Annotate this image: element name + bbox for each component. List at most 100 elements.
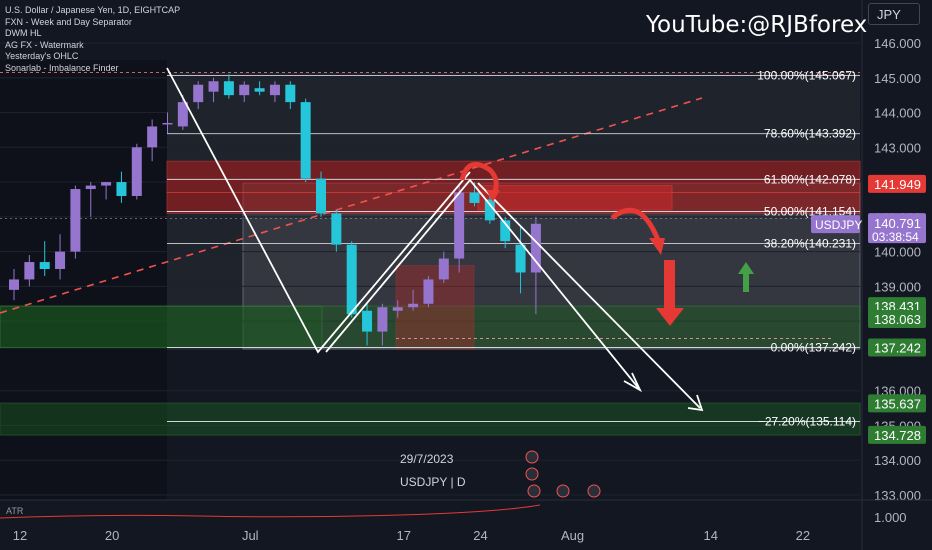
candle-body	[331, 213, 342, 245]
candle-body	[39, 262, 50, 269]
price-axis-background	[862, 0, 932, 550]
candle-body	[500, 220, 511, 242]
demand-zone-left	[0, 305, 323, 349]
candle	[392, 300, 403, 318]
candle-body	[223, 81, 234, 96]
down-arrow-icon	[664, 260, 675, 310]
candle-body	[193, 84, 204, 103]
fib-level-label: −27.20%(135.114)	[758, 414, 856, 428]
watermark-text: YouTube:@RJBforex	[646, 12, 868, 38]
candle-body	[515, 244, 526, 273]
candle	[331, 209, 342, 252]
currency-selector[interactable]: JPY	[868, 3, 920, 25]
down-arrow-head-icon	[656, 308, 684, 326]
time-axis-tick: 24	[473, 528, 487, 543]
candle-body	[285, 84, 296, 103]
current-price-label: 140.791	[874, 216, 921, 231]
candle-body	[530, 223, 541, 273]
bar-countdown: 03:38:54	[872, 230, 919, 244]
candle-body	[408, 303, 419, 308]
candle-body	[346, 244, 357, 315]
candle-body	[9, 279, 19, 290]
atr-indicator-label[interactable]: ATR	[6, 506, 24, 516]
candle	[316, 171, 326, 217]
arrow-head-icon	[623, 372, 643, 393]
price-path-drawing	[166, 67, 471, 354]
candle-body	[131, 147, 142, 196]
up-arrow-head-icon	[738, 262, 754, 274]
event-flag-icon	[527, 484, 541, 498]
price-axis-tick: 144.000	[874, 106, 921, 121]
candle	[454, 185, 465, 273]
candle-body	[423, 279, 434, 304]
candle	[101, 182, 112, 200]
candle-body	[101, 182, 112, 186]
up-arrow-icon	[743, 272, 749, 292]
candle-body	[392, 307, 403, 311]
legend-indicator[interactable]: AG FX - Watermark	[5, 39, 84, 50]
candle	[193, 81, 204, 110]
legend-indicator[interactable]: Yesterday's OHLC	[5, 51, 79, 62]
arrow-head-icon	[687, 394, 704, 412]
candle-body	[70, 189, 81, 252]
atr-axis-tick: 1.000	[874, 510, 907, 525]
candle	[362, 303, 373, 346]
candle-body	[208, 81, 219, 92]
candle-body	[316, 178, 326, 214]
price-axis-tick: 145.000	[874, 71, 921, 86]
candle	[131, 143, 142, 200]
candle-body	[177, 102, 188, 127]
symbol-tag	[811, 215, 860, 234]
arrow-head-icon	[486, 190, 500, 202]
fib-level-label: 38.20%(140.231)	[764, 237, 856, 251]
price-tag	[868, 174, 926, 193]
fib-level-label: 78.60%(143.392)	[764, 127, 856, 141]
price-tag-label: 138.063	[874, 312, 921, 327]
price-path-drawing	[325, 178, 641, 391]
candle-body	[239, 84, 250, 96]
time-axis-tick: Aug	[561, 528, 584, 543]
demand-zone	[0, 402, 861, 436]
legend-indicator[interactable]: Sonarlab - Imbalance Finder	[5, 62, 119, 73]
candle-body	[438, 258, 449, 280]
time-axis-tick: Jul	[242, 528, 259, 543]
candle	[530, 216, 541, 315]
price-tag-label: 137.242	[874, 341, 921, 356]
candle	[254, 81, 265, 96]
candle	[346, 241, 357, 318]
price-axis-tick: 143.000	[874, 140, 921, 155]
price-tag	[868, 394, 926, 413]
candle	[208, 77, 219, 103]
fib-level-label: 61.80%(142.078)	[764, 172, 856, 186]
price-tag	[868, 309, 926, 328]
curved-arrow-icon	[459, 161, 499, 195]
candle	[438, 251, 449, 283]
candle-body	[162, 122, 173, 125]
candle	[223, 74, 234, 99]
candle	[269, 81, 280, 103]
candle	[55, 234, 66, 280]
event-flag-icon	[525, 467, 539, 481]
price-axis-tick: 140.000	[874, 245, 921, 260]
time-axis-tick: 22	[796, 528, 810, 543]
legend-indicator[interactable]: FXN - Week and Day Separator	[5, 16, 132, 27]
candle	[285, 81, 296, 110]
current-price-tag	[868, 213, 926, 244]
fib-level-label: 100.00%(145.067)	[757, 68, 856, 82]
history-shade	[0, 60, 167, 500]
candle	[177, 95, 188, 130]
time-axis-tick: 14	[704, 528, 718, 543]
candle	[24, 255, 35, 287]
candle	[239, 81, 250, 103]
price-axis-tick: 139.000	[874, 279, 921, 294]
imbalance-zone	[395, 265, 475, 350]
atr-line	[0, 504, 541, 519]
candle-body	[377, 307, 388, 332]
curved-arrow-icon	[610, 207, 661, 241]
legend-indicator[interactable]: DWM HL	[5, 28, 42, 39]
symbol-tag-label: USDJPY	[815, 218, 862, 232]
price-tag	[868, 338, 926, 357]
candle-body	[300, 102, 311, 179]
candle	[484, 192, 495, 224]
